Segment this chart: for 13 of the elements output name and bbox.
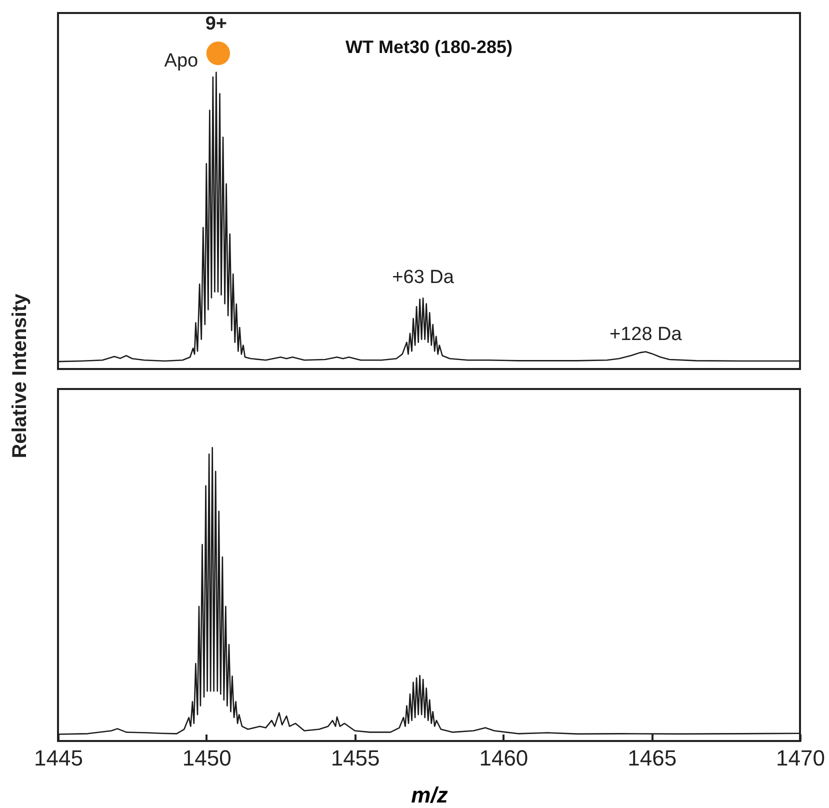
- x-tick-label: 1460: [479, 746, 528, 770]
- annotation: 9+: [205, 13, 228, 34]
- x-tick-label: 1465: [628, 746, 677, 770]
- y-axis-title: Relative Intensity: [9, 292, 31, 458]
- annotation: +63 Da: [392, 267, 454, 288]
- annotation: Apo: [164, 50, 198, 72]
- x-tick-label: 1450: [182, 746, 232, 770]
- annotation: +128 Da: [609, 324, 682, 345]
- x-tick-label: 1455: [330, 746, 380, 770]
- x-tick-label: 1470: [776, 746, 825, 770]
- chart-title: WT Met30 (180-285): [345, 37, 513, 57]
- x-axis-title: m/z: [411, 782, 448, 808]
- x-tick-label: 1445: [34, 746, 83, 770]
